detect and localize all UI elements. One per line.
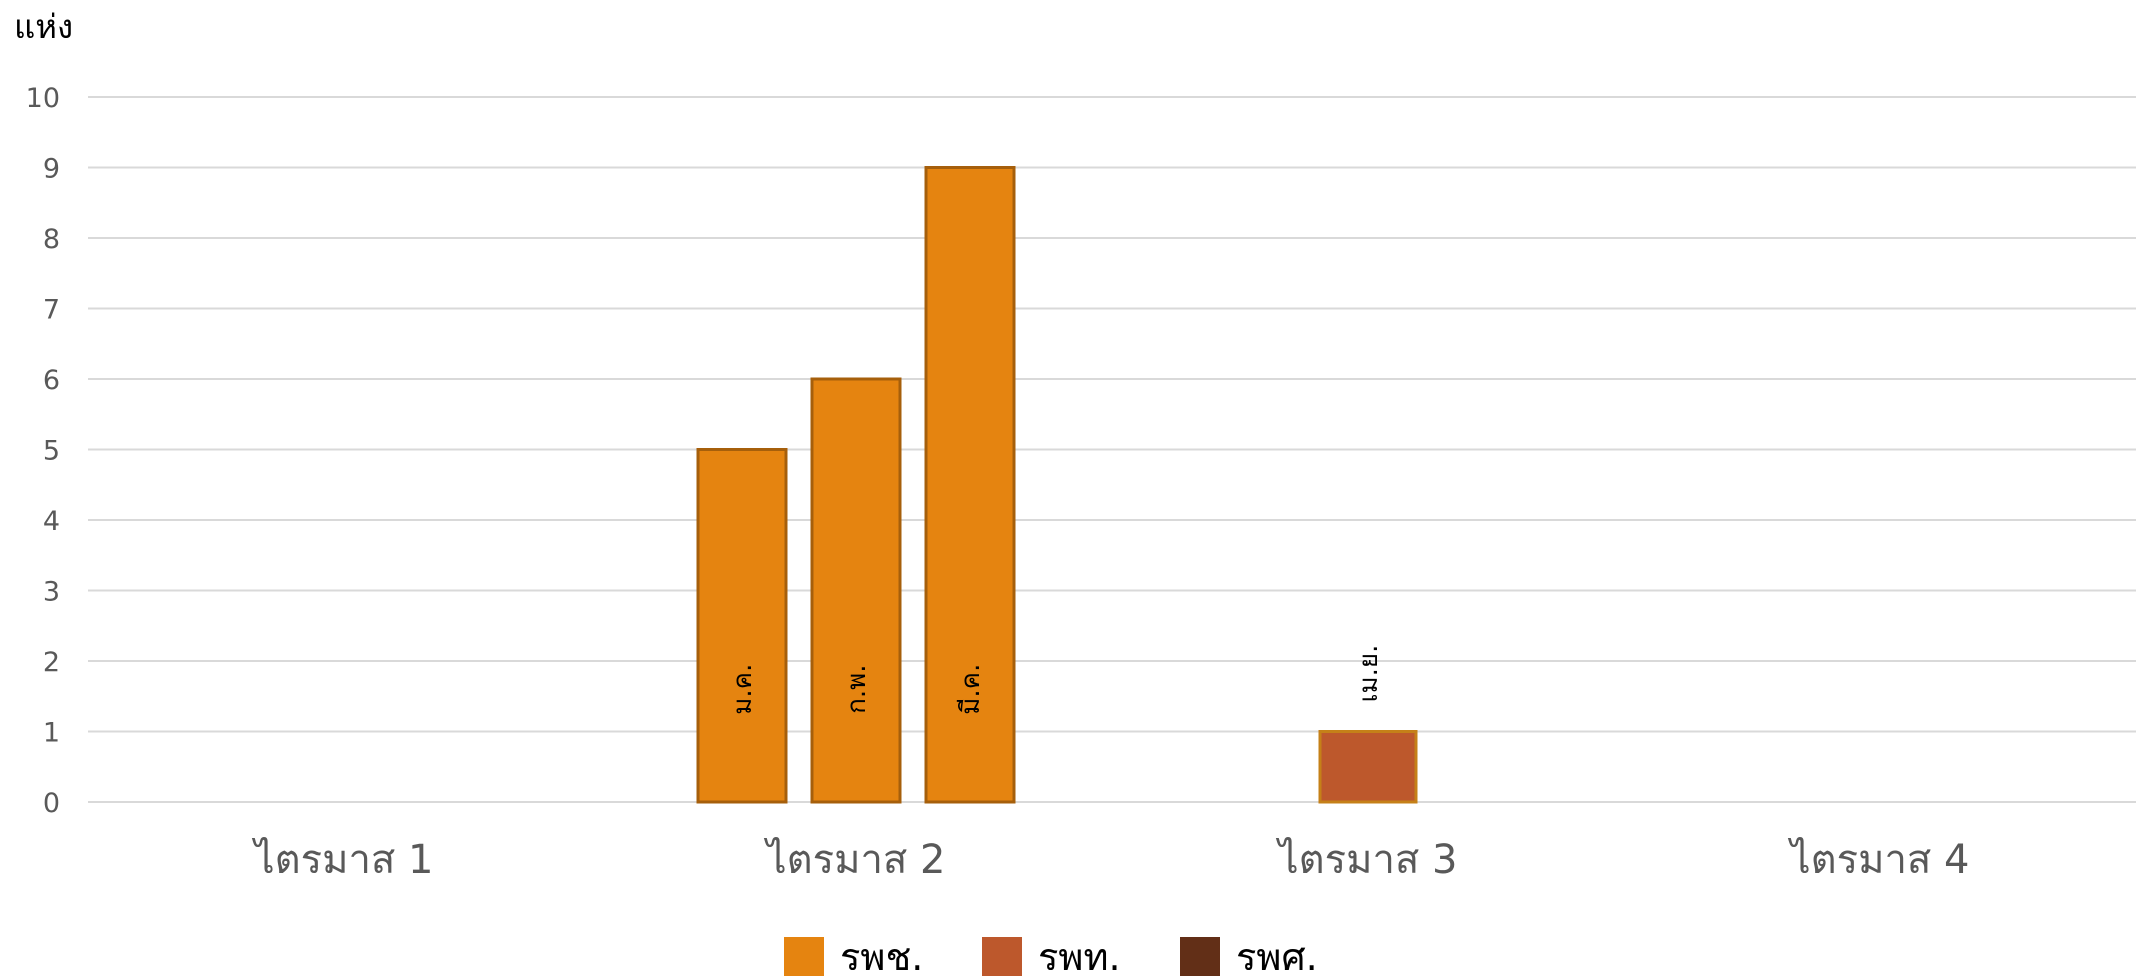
x-tick-label: ไตรมาส 3 xyxy=(1276,837,1458,883)
legend: รพช. รพท. รพศ. xyxy=(784,935,1318,976)
bar xyxy=(924,166,1016,804)
y-tick-label: 9 xyxy=(43,154,60,185)
y-tick-label: 6 xyxy=(43,365,60,396)
y-tick-label: 4 xyxy=(43,506,60,537)
y-tick-label: 8 xyxy=(43,224,60,255)
y-axis-ticks: 0 1 2 3 4 5 6 7 8 9 10 xyxy=(26,83,60,819)
y-tick-label: 0 xyxy=(43,788,60,819)
y-tick-label: 7 xyxy=(43,295,60,326)
bar-data-label: ก.พ. xyxy=(842,664,872,713)
bar-data-label: เม.ย. xyxy=(1354,645,1384,703)
y-axis-label: แห่ง xyxy=(14,7,73,46)
legend-label: รพศ. xyxy=(1236,935,1318,976)
y-tick-label: 2 xyxy=(43,647,60,678)
gridlines xyxy=(88,96,2136,803)
x-axis-ticks: ไตรมาส 1 ไตรมาส 2 ไตรมาส 3 ไตรมาส 4 xyxy=(252,837,1970,883)
bars: ม.ค. ก.พ. มี.ค. เม.ย. xyxy=(696,166,1418,804)
legend-label: รพท. xyxy=(1038,935,1121,976)
x-tick-label: ไตรมาส 2 xyxy=(764,837,946,883)
legend-item: รพศ. xyxy=(1180,935,1318,976)
bar xyxy=(1318,730,1418,804)
legend-swatch xyxy=(982,937,1022,976)
y-tick-label: 5 xyxy=(43,436,60,467)
x-tick-label: ไตรมาส 1 xyxy=(252,837,434,883)
legend-item: รพช. xyxy=(784,935,923,976)
bar-data-label: ม.ค. xyxy=(728,664,758,715)
x-tick-label: ไตรมาส 4 xyxy=(1788,837,1970,883)
bar-data-label: มี.ค. xyxy=(956,664,986,715)
y-tick-label: 1 xyxy=(43,718,60,749)
legend-label: รพช. xyxy=(840,935,923,976)
y-tick-label: 10 xyxy=(26,83,60,114)
y-tick-label: 3 xyxy=(43,577,60,608)
legend-swatch xyxy=(1180,937,1220,976)
legend-item: รพท. xyxy=(982,935,1121,976)
bar xyxy=(696,448,788,804)
legend-swatch xyxy=(784,937,824,976)
bar xyxy=(810,377,902,804)
